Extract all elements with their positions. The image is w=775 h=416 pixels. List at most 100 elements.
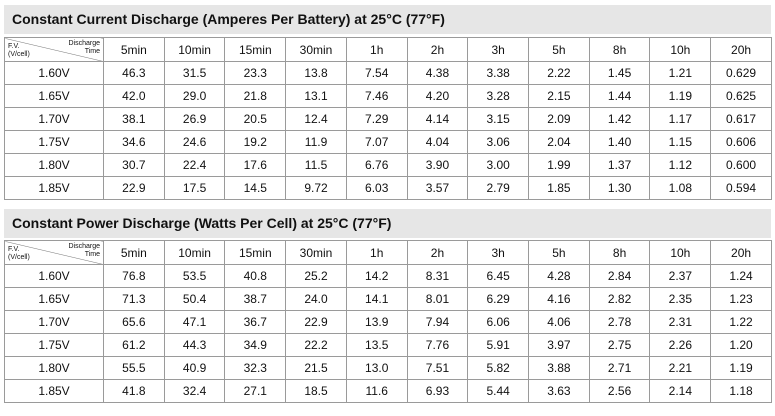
cell: 2.21 <box>649 356 712 380</box>
cell: 14.1 <box>345 287 408 311</box>
cell: 1.22 <box>710 310 772 334</box>
cell: 26.9 <box>163 107 226 131</box>
column-header: 10h <box>649 240 712 265</box>
column-header: 8h <box>588 37 651 62</box>
cell: 1.30 <box>588 176 651 200</box>
row-label: 1.65V <box>4 84 104 108</box>
cell: 22.9 <box>285 310 347 334</box>
column-header: 30min <box>285 240 347 265</box>
cell: 17.5 <box>163 176 226 200</box>
cell: 7.46 <box>345 84 408 108</box>
cell: 5.44 <box>467 379 530 403</box>
cell: 2.09 <box>528 107 590 131</box>
cell: 50.4 <box>163 287 226 311</box>
column-header: 8h <box>588 240 651 265</box>
corner-text: F.V. <box>8 246 20 253</box>
cell: 0.594 <box>710 176 772 200</box>
cell: 1.17 <box>649 107 712 131</box>
table-title: Constant Current Discharge (Amperes Per … <box>4 5 771 34</box>
cell: 41.8 <box>103 379 165 403</box>
cell: 3.38 <box>467 61 530 85</box>
row-label: 1.75V <box>4 333 104 357</box>
cell: 4.28 <box>528 264 590 288</box>
cell: 1.08 <box>649 176 712 200</box>
column-header: 1h <box>345 37 408 62</box>
cell: 24.6 <box>163 130 226 154</box>
corner-text: Discharge <box>68 243 100 250</box>
data-row: 1.80V 30.7 22.4 17.6 11.5 6.76 3.90 3.00 1.99 1.3… <box>4 153 772 177</box>
cell: 1.42 <box>588 107 651 131</box>
cell: 24.0 <box>285 287 347 311</box>
cell: 61.2 <box>103 333 165 357</box>
cell: 13.9 <box>345 310 408 334</box>
column-header: 10min <box>163 240 226 265</box>
cell: 32.3 <box>224 356 287 380</box>
cell: 0.600 <box>710 153 772 177</box>
cell: 4.20 <box>406 84 469 108</box>
cell: 7.94 <box>406 310 469 334</box>
cell: 1.15 <box>649 130 712 154</box>
column-header: 2h <box>406 240 469 265</box>
row-label: 1.60V <box>4 264 104 288</box>
cell: 1.40 <box>588 130 651 154</box>
cell: 2.75 <box>588 333 651 357</box>
cell: 4.06 <box>528 310 590 334</box>
column-header: 1h <box>345 240 408 265</box>
cell: 17.6 <box>224 153 287 177</box>
cell: 3.88 <box>528 356 590 380</box>
cell: 2.84 <box>588 264 651 288</box>
cell: 1.99 <box>528 153 590 177</box>
column-header: 5min <box>103 37 165 62</box>
cell: 38.7 <box>224 287 287 311</box>
column-header: 3h <box>467 37 530 62</box>
cell: 3.00 <box>467 153 530 177</box>
cell: 6.29 <box>467 287 530 311</box>
table-title: Constant Power Discharge (Watts Per Cell… <box>4 209 771 238</box>
cell: 14.2 <box>345 264 408 288</box>
row-label: 1.70V <box>4 107 104 131</box>
cell: 23.3 <box>224 61 287 85</box>
header-row: F.V. (V/cell) Discharge Time 5min 10min 15min 3… <box>4 240 772 265</box>
cell: 11.9 <box>285 130 347 154</box>
data-table: F.V. (V/cell) Discharge Time 5min 10min 15min 3… <box>4 240 772 403</box>
corner-left: F.V. (V/cell) <box>8 43 30 59</box>
cell: 6.06 <box>467 310 530 334</box>
cell: 14.5 <box>224 176 287 200</box>
cell: 0.617 <box>710 107 772 131</box>
cell: 55.5 <box>103 356 165 380</box>
column-header: 10h <box>649 37 712 62</box>
cell: 44.3 <box>163 333 226 357</box>
cell: 4.14 <box>406 107 469 131</box>
cell: 22.9 <box>103 176 165 200</box>
cell: 13.5 <box>345 333 408 357</box>
data-row: 1.65V 42.0 29.0 21.8 13.1 7.46 4.20 3.28 2.15 1.4… <box>4 84 772 108</box>
cell: 76.8 <box>103 264 165 288</box>
data-row: 1.70V 38.1 26.9 20.5 12.4 7.29 4.14 3.15 2.09 1.4… <box>4 107 772 131</box>
header-row: F.V. (V/cell) Discharge Time 5min 10min 15min 3… <box>4 37 772 62</box>
corner-text: F.V. <box>8 43 20 50</box>
cell: 30.7 <box>103 153 165 177</box>
cell: 1.21 <box>649 61 712 85</box>
cell: 1.37 <box>588 153 651 177</box>
cell: 6.76 <box>345 153 408 177</box>
cell: 18.5 <box>285 379 347 403</box>
cell: 2.31 <box>649 310 712 334</box>
cell: 40.9 <box>163 356 226 380</box>
cell: 0.606 <box>710 130 772 154</box>
column-header: 10min <box>163 37 226 62</box>
cell: 2.56 <box>588 379 651 403</box>
cell: 38.1 <box>103 107 165 131</box>
cell: 3.28 <box>467 84 530 108</box>
data-table: F.V. (V/cell) Discharge Time 5min 10min 15min 3… <box>4 37 772 200</box>
cell: 3.63 <box>528 379 590 403</box>
row-label: 1.80V <box>4 356 104 380</box>
cell: 8.31 <box>406 264 469 288</box>
column-header: 5h <box>528 37 590 62</box>
corner-cell: F.V. (V/cell) Discharge Time <box>4 37 104 62</box>
row-label: 1.65V <box>4 287 104 311</box>
cell: 11.5 <box>285 153 347 177</box>
cell: 5.82 <box>467 356 530 380</box>
cell: 40.8 <box>224 264 287 288</box>
cell: 36.7 <box>224 310 287 334</box>
